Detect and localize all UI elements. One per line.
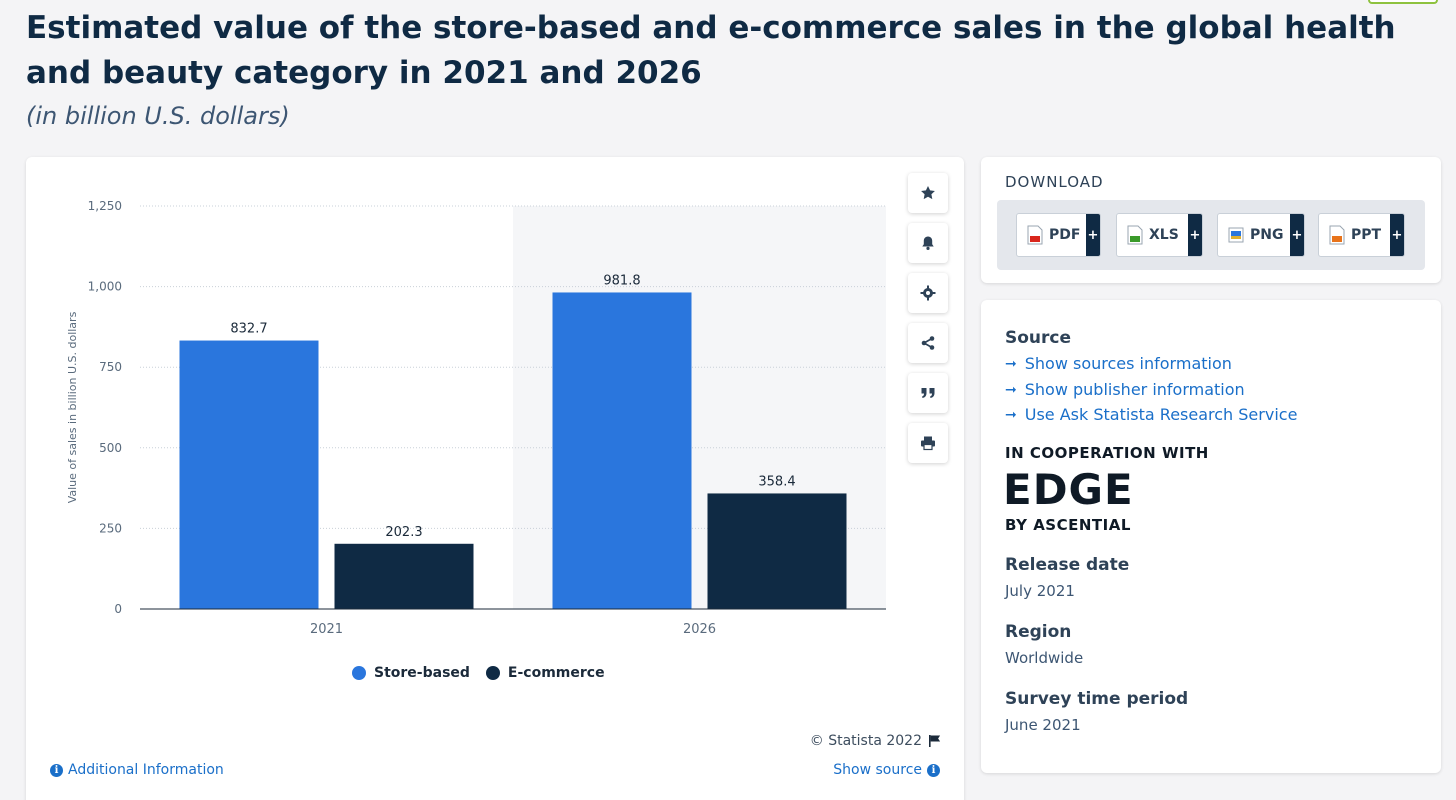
chart-toolbar xyxy=(908,173,948,463)
arrow-right-icon: ➞ xyxy=(1005,406,1017,423)
xls-icon xyxy=(1127,225,1143,245)
show-source-link[interactable]: Show source i xyxy=(833,762,940,778)
edge-logo: EDGE xyxy=(1003,465,1134,514)
png-icon xyxy=(1228,225,1244,245)
favorite-button[interactable] xyxy=(908,173,948,213)
copyright-text: © Statista 2022 xyxy=(809,733,922,749)
page-title: Estimated value of the store-based and e… xyxy=(26,10,1396,91)
share-button[interactable] xyxy=(908,323,948,363)
bar-e-commerce-2021[interactable] xyxy=(334,543,474,609)
y-tick-label: 750 xyxy=(99,360,122,374)
x-tick-label: 2021 xyxy=(310,622,343,637)
chart-card: 0 250 500 750 1,000 1,250 Value of sales in bi… xyxy=(26,157,964,800)
settings-button[interactable] xyxy=(908,273,948,313)
star-icon xyxy=(921,186,935,200)
arrow-right-icon: ➞ xyxy=(1005,355,1017,372)
data-label: 358.4 xyxy=(758,474,795,489)
share-icon xyxy=(921,336,935,350)
release-date-heading: Release date xyxy=(1005,555,1130,575)
xls-plus[interactable]: + xyxy=(1188,214,1202,256)
arrow-right-icon: ➞ xyxy=(1005,381,1017,398)
y-tick-label: 1,250 xyxy=(88,199,122,213)
cite-button[interactable] xyxy=(908,373,948,413)
legend-label-store-based: Store-based xyxy=(374,665,470,681)
download-card: DOWNLOAD PDF + XLS + PNG + P xyxy=(981,157,1441,283)
bell-icon xyxy=(922,236,934,250)
ask-statista-link[interactable]: ➞ Use Ask Statista Research Service xyxy=(1005,405,1297,424)
survey-period-value: June 2021 xyxy=(1005,716,1081,734)
png-label: PNG xyxy=(1250,227,1284,243)
pdf-icon xyxy=(1027,225,1043,245)
print-icon xyxy=(921,436,935,451)
survey-period-heading: Survey time period xyxy=(1005,689,1189,709)
y-axis-title: Value of sales in billion U.S. dollars xyxy=(66,311,79,503)
bar-store-based-2026[interactable] xyxy=(552,292,692,609)
y-tick-label: 500 xyxy=(99,441,122,455)
copyright: © Statista 2022 xyxy=(810,733,942,749)
y-tick-label: 0 xyxy=(114,602,122,616)
pdf-plus[interactable]: + xyxy=(1086,214,1100,256)
png-plus[interactable]: + xyxy=(1290,214,1304,256)
ppt-icon xyxy=(1329,225,1345,245)
data-label: 832.7 xyxy=(230,322,267,337)
xls-label: XLS xyxy=(1149,227,1179,243)
info-icon: i xyxy=(927,763,940,777)
legend-swatch-e-commerce xyxy=(485,666,500,680)
print-button[interactable] xyxy=(908,423,948,463)
source-heading: Source xyxy=(1005,328,1072,348)
cooperation-label: IN COOPERATION WITH xyxy=(1005,444,1209,462)
download-pdf-button[interactable]: PDF + xyxy=(1016,213,1101,257)
show-publisher-label: Show publisher information xyxy=(1024,380,1245,399)
show-sources-label: Show sources information xyxy=(1024,354,1232,373)
chart-legend: Store-based E-commerce xyxy=(352,665,605,681)
data-label: 981.8 xyxy=(603,273,640,288)
region-value: Worldwide xyxy=(1005,649,1084,667)
legend-item-e-commerce[interactable]: E-commerce xyxy=(485,665,605,681)
flag-icon[interactable] xyxy=(928,734,942,748)
quote-icon xyxy=(921,388,935,398)
legend-label-e-commerce: E-commerce xyxy=(507,665,605,681)
download-xls-button[interactable]: XLS + xyxy=(1116,213,1203,257)
show-sources-link[interactable]: ➞ Show sources information xyxy=(1005,354,1232,373)
release-date-value: July 2021 xyxy=(1005,582,1075,600)
bar-store-based-2021[interactable] xyxy=(179,340,319,609)
download-ppt-button[interactable]: PPT + xyxy=(1318,213,1405,257)
additional-information-label: Additional Information xyxy=(68,762,224,778)
show-publisher-link[interactable]: ➞ Show publisher information xyxy=(1005,380,1245,399)
info-icon: i xyxy=(50,763,63,777)
page-subtitle: (in billion U.S. dollars) xyxy=(26,102,290,130)
region-heading: Region xyxy=(1005,622,1072,642)
x-tick-label: 2026 xyxy=(683,622,716,637)
gear-icon xyxy=(920,285,936,301)
ppt-plus[interactable]: + xyxy=(1390,214,1404,256)
bar-e-commerce-2026[interactable] xyxy=(707,493,847,609)
bar-chart: 0 250 500 750 1,000 1,250 Value of sales in bi… xyxy=(66,199,886,637)
pdf-label: PDF xyxy=(1049,227,1081,243)
ppt-label: PPT xyxy=(1351,227,1382,243)
info-card: Source ➞ Show sources information ➞ Show… xyxy=(981,300,1441,773)
additional-information-link[interactable]: i Additional Information xyxy=(50,762,224,778)
download-png-button[interactable]: PNG + xyxy=(1217,213,1305,257)
notification-button[interactable] xyxy=(908,223,948,263)
show-source-label: Show source xyxy=(833,762,922,778)
y-tick-label: 1,000 xyxy=(88,280,122,294)
top-right-badge xyxy=(1368,0,1438,4)
y-tick-label: 250 xyxy=(99,521,122,535)
edge-logo-subtitle: BY ASCENTIAL xyxy=(1005,516,1131,534)
ask-statista-label: Use Ask Statista Research Service xyxy=(1024,405,1298,424)
legend-swatch-store-based xyxy=(352,666,366,680)
download-bar: PDF + XLS + PNG + PPT + xyxy=(997,200,1425,270)
legend-item-store-based[interactable]: Store-based xyxy=(352,665,470,681)
data-label: 202.3 xyxy=(385,525,422,540)
download-title: DOWNLOAD xyxy=(1005,173,1104,191)
